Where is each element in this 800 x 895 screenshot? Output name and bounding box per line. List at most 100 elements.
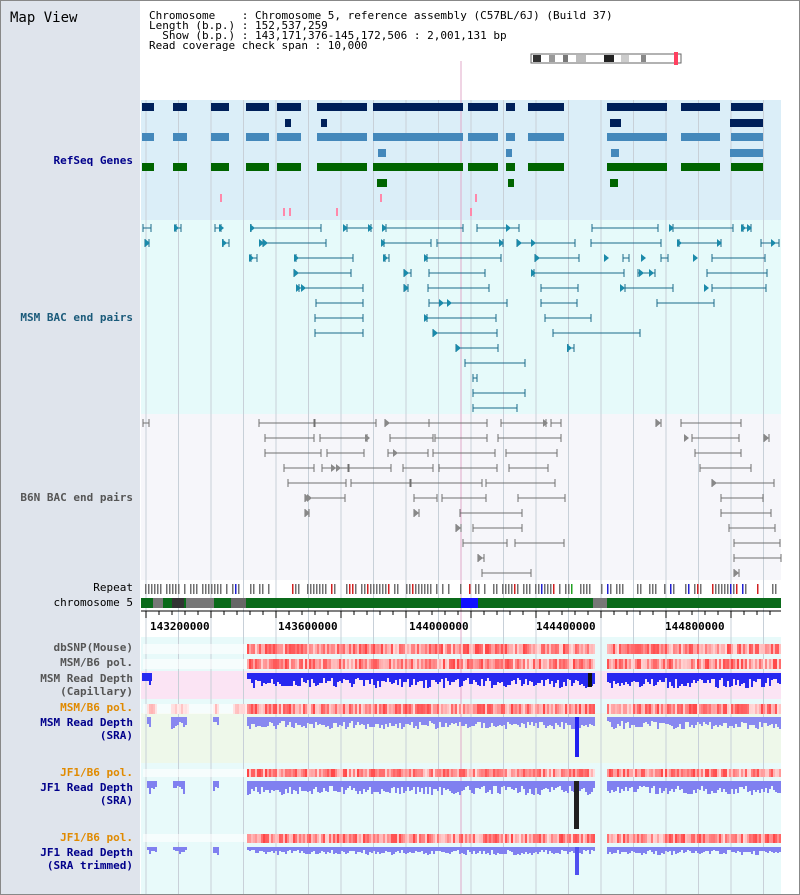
heat-cell (565, 659, 567, 669)
repeat-element (436, 584, 438, 594)
depth-bar (519, 847, 521, 855)
heat-cell (413, 704, 415, 714)
depth-bar (485, 673, 487, 681)
heat-cell (489, 769, 491, 777)
heat-cell (537, 769, 539, 777)
depth-bar (563, 781, 565, 792)
track-label-jf1-depth-trim[interactable]: JF1 Read Depth (40, 846, 133, 859)
heat-cell (353, 769, 355, 777)
heat-cell (691, 704, 693, 714)
track-label-jf1-b6-pol-2[interactable]: JF1/B6 pol. (60, 831, 133, 844)
depth-bar (753, 717, 755, 725)
depth-bar (709, 847, 711, 854)
track-label-b6n-bac[interactable]: B6N BAC end pairs (20, 491, 133, 504)
depth-bar (621, 717, 623, 721)
gene-feature (173, 103, 187, 111)
heat-cell (699, 704, 701, 714)
depth-bar (705, 673, 707, 683)
heat-cell (637, 644, 639, 654)
depth-bar (355, 781, 357, 791)
heat-cell (621, 769, 623, 777)
track-label-msm-depth-sra-sub: (SRA) (99, 729, 133, 742)
repeat-element (673, 584, 675, 594)
depth-bar (419, 673, 421, 681)
chromosome-gap (461, 598, 478, 608)
depth-bar (387, 847, 389, 852)
heat-cell (419, 659, 421, 669)
depth-bar (445, 781, 447, 790)
heat-cell (523, 644, 525, 654)
heat-cell (293, 834, 295, 843)
depth-bar (733, 847, 735, 852)
heat-cell (439, 644, 441, 654)
depth-bar (147, 781, 149, 788)
depth-bar (427, 847, 429, 855)
heat-cell (363, 644, 365, 654)
depth-bar (643, 717, 645, 723)
heat-cell (413, 769, 415, 777)
track-label-msm-depth-cap[interactable]: MSM Read Depth (40, 672, 133, 685)
heat-cell (341, 834, 343, 843)
track-label-repeat[interactable]: Repeat (93, 581, 133, 594)
depth-bar (723, 717, 725, 723)
depth-bar (697, 673, 699, 681)
heat-cell (479, 644, 481, 654)
depth-bar (277, 847, 279, 855)
track-label-chromosome[interactable]: chromosome 5 (53, 596, 133, 609)
bac-end-marker (677, 239, 682, 247)
heat-cell (415, 659, 417, 669)
heat-cell (773, 659, 775, 669)
depth-bar (549, 847, 551, 851)
heat-cell (371, 704, 373, 714)
heat-cell (319, 769, 321, 777)
track-label-msm-b6-pol-2[interactable]: MSM/B6 pol. (60, 701, 133, 714)
heat-cell (501, 704, 503, 714)
depth-bar (631, 673, 633, 682)
heat-cell (777, 834, 779, 843)
depth-bar (775, 717, 777, 724)
depth-bar (777, 781, 779, 793)
heat-cell (679, 834, 681, 843)
track-label-msm-depth-sra[interactable]: MSM Read Depth (40, 716, 133, 729)
heat-cell (729, 704, 731, 714)
heat-cell (307, 769, 309, 777)
bac-end-marker (535, 254, 540, 262)
track-label-msm-b6-pol[interactable]: MSM/B6 pol. (60, 656, 133, 669)
heat-cell (693, 704, 695, 714)
heat-cell (755, 659, 757, 669)
track-label-jf1-b6-pol[interactable]: JF1/B6 pol. (60, 766, 133, 779)
heat-cell (519, 769, 521, 777)
heat-cell (309, 659, 311, 669)
heat-cell (653, 659, 655, 669)
depth-bar (407, 847, 409, 853)
heat-cell (741, 659, 743, 669)
pseudogene-mark (289, 208, 291, 216)
heat-cell (707, 644, 709, 654)
heat-cell (617, 704, 619, 714)
depth-bar (283, 781, 285, 794)
depth-bar (415, 781, 417, 794)
track-label-jf1-depth-sra[interactable]: JF1 Read Depth (40, 781, 133, 794)
heat-cell (755, 704, 757, 714)
depth-bar (629, 673, 631, 686)
heat-cell (543, 769, 545, 777)
heat-cell (535, 834, 537, 843)
heat-cell (581, 769, 583, 777)
heat-cell (351, 834, 353, 843)
track-label-msm-bac[interactable]: MSM BAC end pairs (20, 311, 133, 324)
depth-bar (523, 847, 525, 854)
heat-cell (721, 834, 723, 843)
track-label-refseq[interactable]: RefSeq Genes (53, 154, 133, 167)
depth-bar (301, 847, 303, 851)
depth-bar (321, 673, 323, 683)
heat-cell (745, 834, 747, 843)
bac-end-marker (301, 284, 306, 292)
depth-bar (445, 847, 447, 853)
depth-bar (395, 717, 397, 724)
heat-cell (357, 659, 359, 669)
depth-bar (385, 781, 387, 792)
track-label-dbsnp[interactable]: dbSNP(Mouse) (53, 641, 133, 654)
heat-cell (611, 644, 613, 654)
heat-cell (745, 644, 747, 654)
